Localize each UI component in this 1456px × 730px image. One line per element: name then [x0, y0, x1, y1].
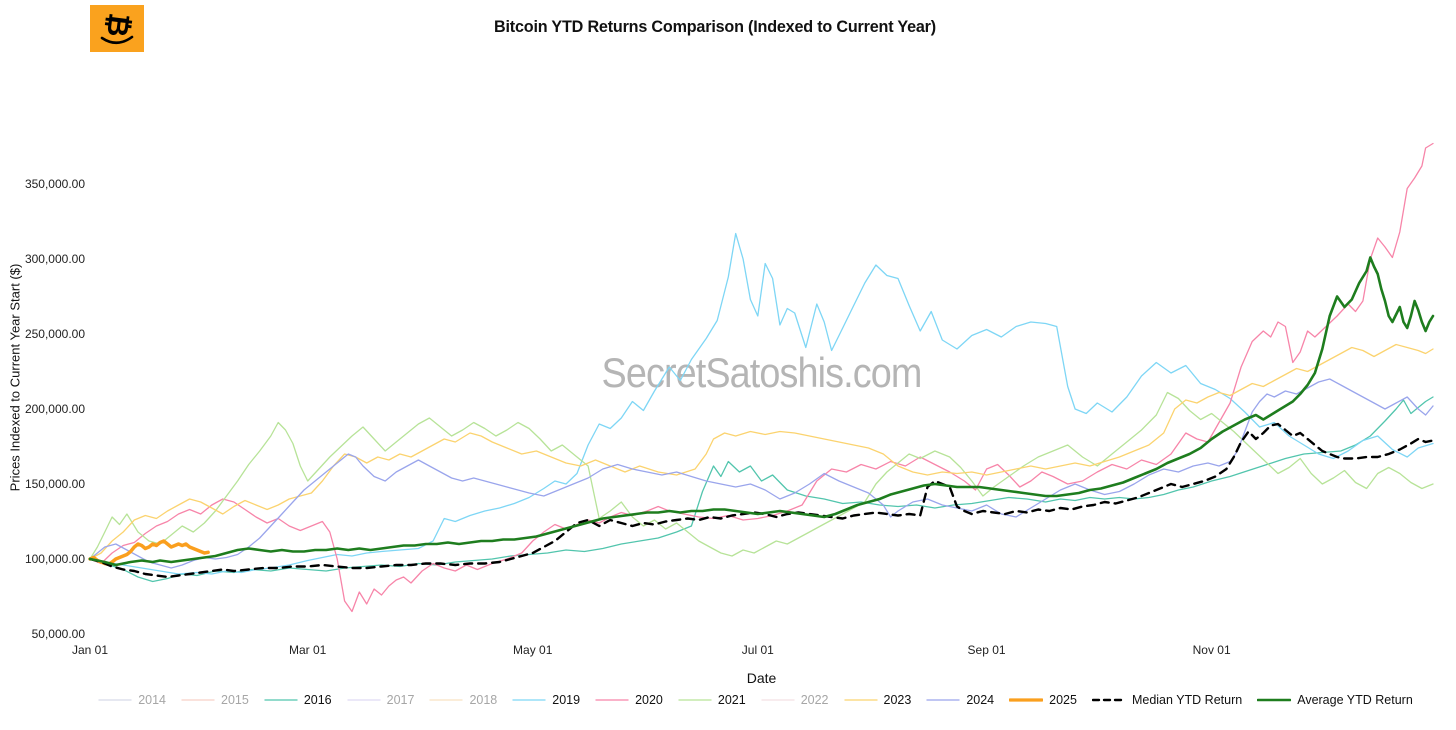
legend-item-2022[interactable]: 2022: [761, 693, 829, 707]
legend-item-2023[interactable]: 2023: [843, 693, 912, 707]
y-tick-label: 100,000.00: [24, 551, 85, 566]
series-line-2016: [89, 396, 1434, 583]
legend-swatch-2017: [346, 699, 381, 701]
legend-label-2024: 2024: [966, 693, 995, 707]
series-line-2021: [89, 391, 1434, 560]
legend-swatch-average: [1257, 698, 1292, 702]
smile-icon: [100, 35, 134, 45]
legend-swatch-2025: [1009, 698, 1044, 702]
y-tick-label: 350,000.00: [24, 176, 85, 191]
legend-swatch-2014: [98, 699, 132, 701]
y-tick-label: 150,000.00: [24, 476, 85, 491]
series-line-2024: [89, 378, 1434, 569]
logo-background: [90, 5, 144, 52]
legend-label-2023: 2023: [883, 693, 912, 707]
bitcoin-smile-logo: ₿: [90, 5, 144, 52]
legend-label-2017: 2017: [386, 693, 415, 707]
page-title: Bitcoin YTD Returns Comparison (Indexed …: [494, 17, 936, 36]
legend-item-2014[interactable]: 2014: [98, 693, 166, 707]
legend-swatch-2024: [926, 699, 960, 701]
legend-swatch-2016: [264, 699, 298, 701]
legend-item-2016[interactable]: 2016: [264, 693, 332, 707]
legend-item-average[interactable]: Average YTD Return: [1257, 693, 1413, 707]
legend-swatch-2022: [761, 699, 795, 701]
legend-label-2022: 2022: [800, 693, 829, 707]
y-tick-label: 300,000.00: [24, 251, 85, 266]
legend-swatch-2021: [678, 699, 712, 701]
legend-item-2025[interactable]: 2025: [1009, 693, 1077, 707]
x-tick-label: Nov 01: [1192, 643, 1231, 657]
x-tick-label: Sep 01: [967, 643, 1006, 657]
legend-item-2020[interactable]: 2020: [595, 693, 663, 707]
y-tick-label: 200,000.00: [24, 401, 85, 416]
series-line-2020: [89, 142, 1434, 613]
legend-swatch-2015: [181, 699, 215, 701]
legend-label-2018: 2018: [469, 693, 498, 707]
legend-label-2025: 2025: [1049, 693, 1077, 707]
bitcoin-symbol-icon: ₿: [100, 11, 135, 38]
y-tick-label: 50,000.00: [31, 626, 85, 641]
legend-label-2020: 2020: [635, 693, 663, 707]
series-line-2019: [89, 232, 1434, 575]
y-tick-label: 250,000.00: [24, 326, 85, 341]
legend-swatch-2019: [512, 699, 546, 701]
legend-label-2015: 2015: [221, 693, 249, 707]
legend-label-2014: 2014: [138, 693, 167, 707]
x-tick-label: Jan 01: [71, 643, 109, 657]
legend-swatch-median: [1091, 698, 1126, 702]
x-axis-label: Date: [746, 670, 777, 686]
legend-item-2018[interactable]: 2018: [429, 693, 497, 707]
legend-item-2015[interactable]: 2015: [181, 693, 249, 707]
series-line-2023: [89, 343, 1434, 560]
legend-swatch-2020: [595, 699, 629, 701]
legend-item-median[interactable]: Median YTD Return: [1091, 693, 1243, 707]
legend: 2014 2015 2016 2017 2018 2019 2020 2021 2022 2023…: [55, 693, 1456, 707]
series-line-average: [88, 256, 1435, 567]
x-tick-label: Jul 01: [741, 643, 774, 657]
x-tick-label: Mar 01: [288, 643, 327, 657]
legend-swatch-2023: [843, 699, 878, 701]
legend-item-2017[interactable]: 2017: [346, 693, 415, 707]
legend-item-2019[interactable]: 2019: [512, 693, 580, 707]
legend-item-2024[interactable]: 2024: [926, 693, 994, 707]
legend-label-2016: 2016: [303, 693, 332, 707]
legend-label-median: Median YTD Return: [1131, 693, 1243, 707]
legend-label-2021: 2021: [717, 693, 746, 707]
legend-item-2021[interactable]: 2021: [678, 693, 746, 707]
legend-swatch-2018: [429, 699, 464, 701]
legend-label-average: Average YTD Return: [1297, 693, 1413, 707]
x-tick-label: May 01: [513, 643, 553, 657]
legend-label-2019: 2019: [552, 693, 581, 707]
series-line-median: [88, 422, 1435, 579]
watermark: SecretSatoshis.com: [601, 349, 923, 396]
